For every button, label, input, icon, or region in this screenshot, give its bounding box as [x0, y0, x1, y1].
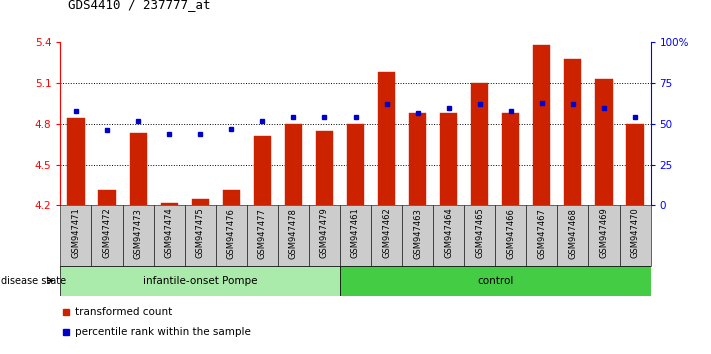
Bar [595, 79, 612, 205]
Bar [533, 45, 550, 205]
Bar [129, 133, 146, 205]
Text: GSM947479: GSM947479 [320, 208, 329, 258]
Text: GSM947470: GSM947470 [631, 208, 639, 258]
Bar [502, 113, 519, 205]
Text: GSM947465: GSM947465 [475, 208, 484, 258]
Text: control: control [477, 275, 513, 286]
Bar [340, 266, 651, 296]
Bar [278, 205, 309, 266]
Bar [464, 205, 496, 266]
Bar [402, 205, 433, 266]
Bar [60, 266, 340, 296]
Bar [68, 119, 85, 205]
Bar [122, 205, 154, 266]
Bar [557, 205, 589, 266]
Text: GSM947461: GSM947461 [351, 208, 360, 258]
Bar [60, 205, 92, 266]
Bar [433, 205, 464, 266]
Bar [589, 205, 619, 266]
Bar [526, 205, 557, 266]
Bar [92, 205, 122, 266]
Text: GDS4410 / 237777_at: GDS4410 / 237777_at [68, 0, 210, 11]
Text: GSM947474: GSM947474 [165, 208, 173, 258]
Text: GSM947472: GSM947472 [102, 208, 112, 258]
Text: disease state: disease state [1, 275, 67, 286]
Bar [161, 202, 178, 205]
Bar [626, 124, 643, 205]
Bar [285, 124, 302, 205]
Bar [185, 205, 215, 266]
Bar [309, 205, 340, 266]
Text: GSM947473: GSM947473 [134, 208, 143, 259]
Text: GSM947476: GSM947476 [227, 208, 236, 259]
Bar [440, 113, 457, 205]
Bar [192, 199, 209, 205]
Text: GSM947468: GSM947468 [568, 208, 577, 259]
Bar [254, 136, 271, 205]
Bar [316, 131, 333, 205]
Bar [371, 205, 402, 266]
Text: GSM947463: GSM947463 [413, 208, 422, 259]
Text: GSM947466: GSM947466 [506, 208, 515, 259]
Bar [247, 205, 278, 266]
Text: GSM947475: GSM947475 [196, 208, 205, 258]
Bar [409, 113, 426, 205]
Bar [496, 205, 526, 266]
Bar [340, 205, 371, 266]
Text: transformed count: transformed count [75, 307, 173, 318]
Bar [223, 190, 240, 205]
Text: GSM947462: GSM947462 [382, 208, 391, 258]
Text: GSM947478: GSM947478 [289, 208, 298, 259]
Bar [215, 205, 247, 266]
Bar [565, 59, 582, 205]
Bar [347, 124, 364, 205]
Bar [471, 83, 488, 205]
Text: GSM947471: GSM947471 [72, 208, 80, 258]
Text: GSM947464: GSM947464 [444, 208, 453, 258]
Text: percentile rank within the sample: percentile rank within the sample [75, 327, 251, 337]
Bar [99, 190, 116, 205]
Text: GSM947469: GSM947469 [599, 208, 609, 258]
Text: GSM947477: GSM947477 [258, 208, 267, 259]
Bar [378, 72, 395, 205]
Text: GSM947467: GSM947467 [538, 208, 546, 259]
Text: infantile-onset Pompe: infantile-onset Pompe [143, 275, 257, 286]
Bar [154, 205, 185, 266]
Bar [619, 205, 651, 266]
